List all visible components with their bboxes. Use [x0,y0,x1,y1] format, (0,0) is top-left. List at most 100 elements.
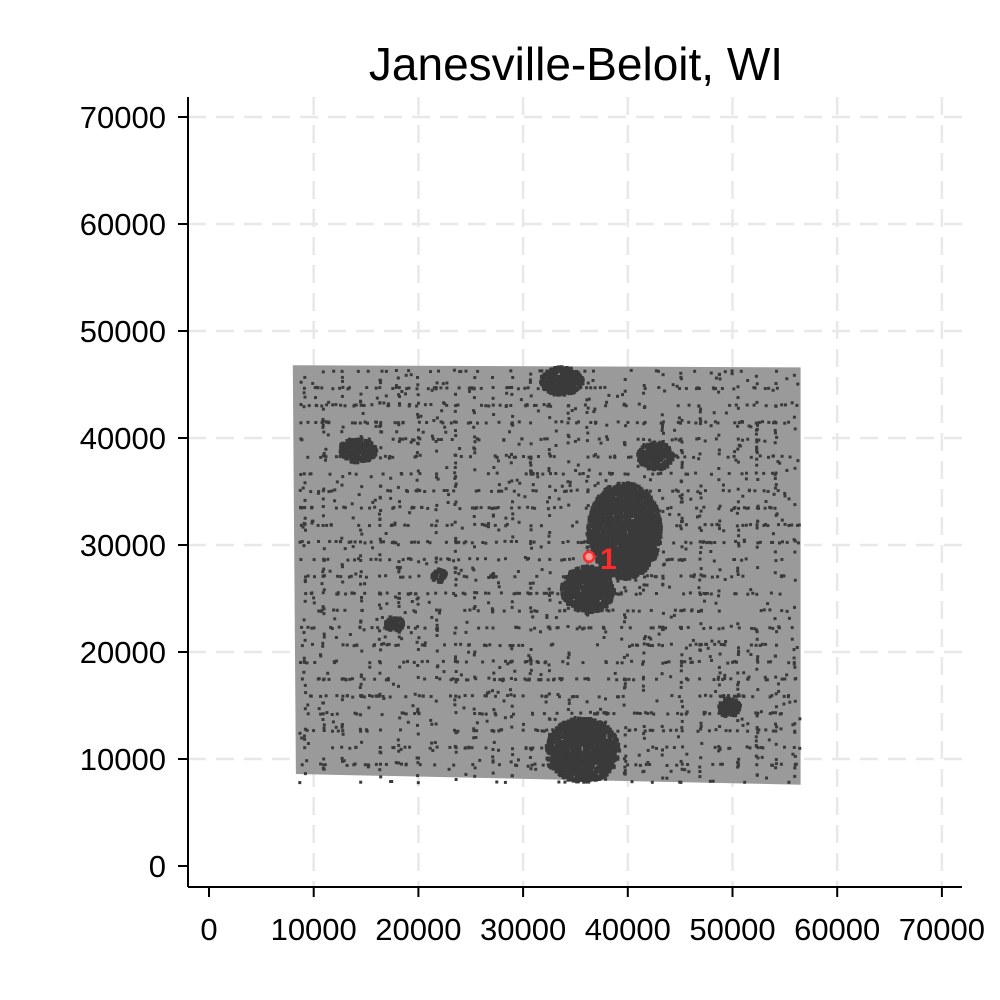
populated-cell [638,586,642,589]
populated-cell [700,741,704,745]
populated-cell [689,541,693,545]
populated-cell [755,428,758,432]
populated-cell [773,617,777,621]
populated-cell [652,543,656,548]
populated-cell [423,403,427,407]
populated-cell [675,524,679,528]
populated-cell [648,643,652,647]
populated-cell [755,526,759,530]
populated-cell [698,765,702,769]
populated-cell [416,412,420,416]
populated-cell [718,652,722,656]
populated-cell [322,729,326,732]
populated-cell [588,609,593,614]
populated-cell [476,557,479,561]
populated-cell [445,489,449,493]
populated-cell [660,425,664,429]
populated-cell [340,483,344,487]
populated-cell [452,592,456,595]
populated-cell [384,394,388,398]
populated-cell [613,573,618,577]
populated-cell [749,643,753,647]
populated-cell [304,691,308,695]
populated-cell [666,506,670,510]
populated-cell [357,493,361,497]
populated-cell [596,535,601,540]
populated-cell [710,658,713,662]
populated-cell [729,624,733,628]
populated-cell [509,660,513,664]
populated-cell [669,728,673,732]
populated-cell [527,455,531,459]
populated-cell [762,489,766,493]
populated-cell [699,593,702,596]
populated-cell [396,485,400,489]
populated-cell [644,490,649,495]
populated-cell [397,749,401,753]
populated-cell [341,729,345,733]
populated-cell [622,757,626,761]
populated-cell [529,469,533,473]
populated-cell [626,491,631,495]
populated-cell [529,463,533,467]
populated-cell [717,749,721,753]
populated-cell [373,498,377,502]
populated-cell [440,409,444,413]
populated-cell [298,540,302,544]
populated-cell [597,506,602,511]
populated-cell [340,723,344,727]
populated-cell [683,660,687,664]
populated-cell [646,555,651,560]
populated-cell [576,463,580,467]
populated-cell [566,591,571,596]
populated-cell [624,726,628,730]
populated-cell [555,711,559,715]
populated-cell [379,509,383,512]
populated-cell [699,496,703,500]
populated-cell [525,678,529,682]
populated-cell [453,698,457,702]
populated-cell [727,746,731,750]
populated-cell [388,558,392,562]
populated-cell [407,369,411,373]
populated-cell [697,457,701,461]
populated-cell [303,683,307,687]
populated-cell [787,497,791,501]
populated-cell [632,575,637,580]
populated-cell [714,437,718,441]
populated-cell [621,393,624,397]
populated-cell [708,779,712,783]
populated-cell [462,706,466,710]
populated-cell [398,395,401,398]
populated-cell [660,753,664,757]
populated-cell [718,377,722,381]
populated-cell [608,559,613,564]
populated-cell [654,575,658,579]
populated-cell [578,625,582,629]
populated-cell [616,592,620,596]
populated-cell [780,574,784,578]
populated-cell [497,729,501,733]
populated-cell [531,581,535,585]
populated-cell [311,642,314,646]
populated-cell [511,376,515,379]
populated-cell [728,729,732,733]
populated-cell [434,440,438,443]
populated-cell [678,524,682,528]
populated-cell [623,586,627,590]
populated-cell [350,502,354,506]
populated-cell [563,580,568,585]
populated-cell [393,521,397,525]
populated-cell [487,591,491,595]
populated-cell [497,528,501,532]
populated-cell [635,532,640,537]
populated-cell [509,693,513,697]
populated-cell [360,532,364,536]
populated-cell [484,746,488,750]
populated-cell [588,580,593,584]
populated-cell [525,403,529,407]
populated-cell [661,423,665,427]
populated-cell [723,578,727,581]
populated-cell [478,712,482,716]
populated-cell [639,512,644,517]
